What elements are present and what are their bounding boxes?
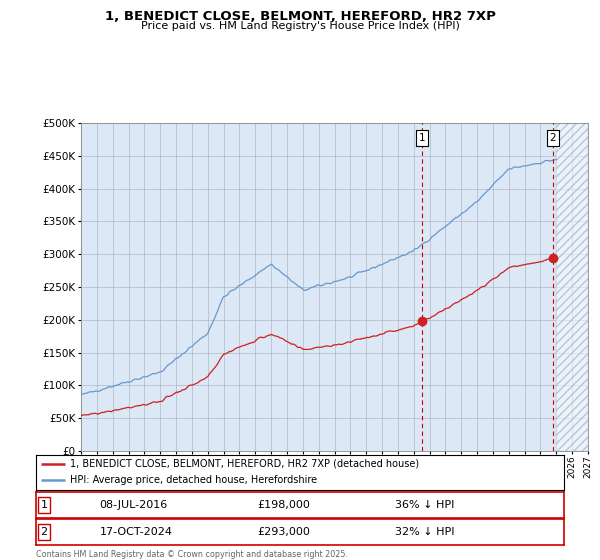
Text: Price paid vs. HM Land Registry's House Price Index (HPI): Price paid vs. HM Land Registry's House … [140, 21, 460, 31]
Text: £198,000: £198,000 [258, 500, 311, 510]
Bar [556, 123, 588, 451]
Text: 17-OCT-2024: 17-OCT-2024 [100, 527, 172, 537]
Text: 2: 2 [550, 133, 556, 143]
Text: Contains HM Land Registry data © Crown copyright and database right 2025.
This d: Contains HM Land Registry data © Crown c… [36, 550, 348, 560]
Text: 1: 1 [419, 133, 425, 143]
Text: 1: 1 [40, 500, 47, 510]
Text: 36% ↓ HPI: 36% ↓ HPI [395, 500, 454, 510]
Text: 1, BENEDICT CLOSE, BELMONT, HEREFORD, HR2 7XP: 1, BENEDICT CLOSE, BELMONT, HEREFORD, HR… [104, 10, 496, 22]
Text: 2: 2 [40, 527, 47, 537]
Bar [556, 123, 588, 451]
Text: 08-JUL-2016: 08-JUL-2016 [100, 500, 167, 510]
Text: 1, BENEDICT CLOSE, BELMONT, HEREFORD, HR2 7XP (detached house): 1, BENEDICT CLOSE, BELMONT, HEREFORD, HR… [70, 459, 419, 469]
Text: HPI: Average price, detached house, Herefordshire: HPI: Average price, detached house, Here… [70, 475, 317, 486]
Text: 32% ↓ HPI: 32% ↓ HPI [395, 527, 455, 537]
Text: £293,000: £293,000 [258, 527, 311, 537]
